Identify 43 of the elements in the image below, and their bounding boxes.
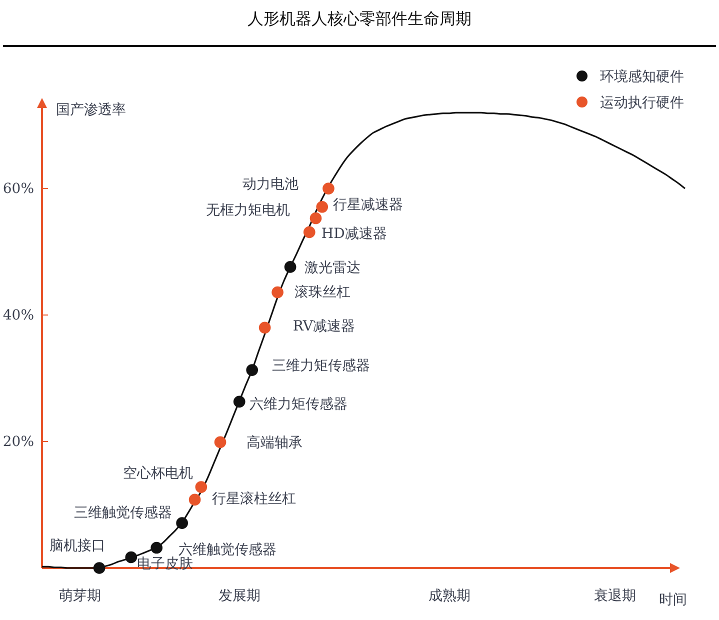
point bbox=[93, 562, 106, 574]
point bbox=[310, 212, 322, 224]
x-tick-label: 衰退期 bbox=[594, 588, 636, 604]
y-axis-title: 国产渗透率 bbox=[56, 102, 126, 118]
annotation: 三维力矩传感器 bbox=[272, 358, 370, 374]
point bbox=[272, 286, 284, 298]
annotation: 行星减速器 bbox=[333, 196, 404, 213]
annotation: 滚珠丝杠 bbox=[294, 284, 351, 300]
y-tick-label: 60% bbox=[2, 181, 34, 198]
annotation: 三维触觉传感器 bbox=[74, 505, 172, 522]
annotation: 激光雷达 bbox=[304, 260, 360, 276]
annotation: 行星滚柱丝杠 bbox=[212, 491, 296, 508]
annotation: HD减速器 bbox=[321, 226, 387, 242]
x-tick-label: 萌芽期 bbox=[59, 588, 102, 604]
point bbox=[214, 436, 226, 448]
x-tick-label: 发展期 bbox=[218, 588, 260, 604]
point bbox=[258, 322, 271, 334]
x-tick-label: 成熟期 bbox=[428, 588, 470, 604]
point bbox=[316, 200, 328, 213]
annotation: 六维力矩传感器 bbox=[249, 396, 348, 413]
point bbox=[188, 494, 201, 506]
point bbox=[176, 517, 188, 530]
point bbox=[303, 226, 316, 238]
legend-label: 运动执行硬件 bbox=[600, 95, 684, 111]
point bbox=[322, 182, 334, 194]
y-tick-label: 20% bbox=[2, 434, 34, 450]
point bbox=[195, 481, 208, 493]
annotation: 空心杯电机 bbox=[122, 466, 193, 482]
point bbox=[284, 261, 296, 273]
annotation: 脑机接口 bbox=[49, 538, 106, 554]
point bbox=[150, 542, 163, 554]
annotation: 六维触觉传感器 bbox=[178, 542, 277, 558]
legend-label: 环境感知硬件 bbox=[600, 69, 684, 85]
point bbox=[246, 364, 258, 376]
chart-title: 人形机器人核心零部件生命周期 bbox=[248, 9, 472, 28]
annotation: RV减速器 bbox=[292, 318, 355, 335]
point bbox=[233, 396, 246, 408]
annotation: 动力电池 bbox=[242, 176, 298, 193]
annotation: 无框力矩电机 bbox=[206, 202, 290, 218]
annotation: 高端轴承 bbox=[246, 435, 302, 452]
x-axis-title: 时间 bbox=[659, 592, 687, 608]
point bbox=[125, 551, 138, 564]
y-tick-label: 40% bbox=[2, 308, 34, 324]
